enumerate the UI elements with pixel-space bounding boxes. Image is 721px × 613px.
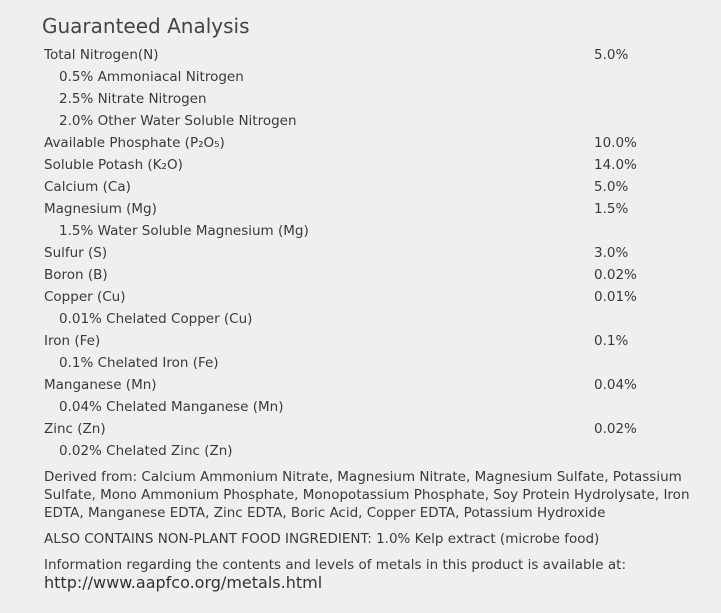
detail-label: 2.0% Other Water Soluble Nitrogen — [59, 113, 297, 129]
analysis-list: Total Nitrogen(N) 5.0% 0.5% Ammoniacal Nit… — [44, 44, 684, 462]
metals-link[interactable]: http://www.aapfco.org/metals.html — [44, 573, 323, 592]
detail-row: 0.02% Chelated Zinc (Zn) — [44, 440, 684, 462]
analysis-row: Zinc (Zn) 0.02% — [44, 418, 684, 440]
detail-label: 0.04% Chelated Manganese (Mn) — [59, 399, 284, 415]
detail-label: 0.5% Ammoniacal Nitrogen — [59, 69, 244, 85]
derived-from: Derived from: Calcium Ammonium Nitrate, … — [44, 469, 690, 521]
nutrient-label: Total Nitrogen(N) — [44, 47, 159, 63]
detail-row: 0.1% Chelated Iron (Fe) — [44, 352, 684, 374]
analysis-row: Manganese (Mn) 0.04% — [44, 374, 684, 396]
nutrient-value: 0.04% — [594, 377, 637, 393]
analysis-row: Soluble Potash (K₂O) 14.0% — [44, 154, 684, 176]
detail-label: 0.02% Chelated Zinc (Zn) — [59, 443, 233, 459]
analysis-row: Available Phosphate (P₂O₅) 10.0% — [44, 132, 684, 154]
analysis-row: Magnesium (Mg) 1.5% — [44, 198, 684, 220]
metals-info: Information regarding the contents and l… — [44, 556, 644, 593]
nutrient-label: Manganese (Mn) — [44, 377, 157, 393]
nutrient-value: 1.5% — [594, 201, 629, 217]
detail-label: 0.1% Chelated Iron (Fe) — [59, 355, 219, 371]
nutrient-label: Boron (B) — [44, 267, 108, 283]
nutrient-value: 0.1% — [594, 333, 629, 349]
nutrient-value: 5.0% — [594, 47, 629, 63]
detail-label: 2.5% Nitrate Nitrogen — [59, 91, 207, 107]
detail-row: 1.5% Water Soluble Magnesium (Mg) — [44, 220, 684, 242]
analysis-row: Total Nitrogen(N) 5.0% — [44, 44, 684, 66]
detail-label: 1.5% Water Soluble Magnesium (Mg) — [59, 223, 309, 239]
nutrient-value: 0.02% — [594, 421, 637, 437]
also-contains: ALSO CONTAINS NON-PLANT FOOD INGREDIENT:… — [44, 531, 600, 547]
analysis-row: Sulfur (S) 3.0% — [44, 242, 684, 264]
detail-row: 2.5% Nitrate Nitrogen — [44, 88, 684, 110]
nutrient-label: Iron (Fe) — [44, 333, 101, 349]
nutrient-label: Sulfur (S) — [44, 245, 108, 261]
detail-row: 2.0% Other Water Soluble Nitrogen — [44, 110, 684, 132]
nutrient-value: 14.0% — [594, 157, 637, 173]
nutrient-label: Zinc (Zn) — [44, 421, 106, 437]
nutrient-label: Available Phosphate (P₂O₅) — [44, 135, 225, 151]
analysis-row: Calcium (Ca) 5.0% — [44, 176, 684, 198]
nutrient-label: Soluble Potash (K₂O) — [44, 157, 183, 173]
nutrient-value: 5.0% — [594, 179, 629, 195]
nutrient-value: 10.0% — [594, 135, 637, 151]
nutrient-value: 3.0% — [594, 245, 629, 261]
detail-row: 0.5% Ammoniacal Nitrogen — [44, 66, 684, 88]
nutrient-label: Copper (Cu) — [44, 289, 126, 305]
info-text: Information regarding the contents and l… — [44, 557, 627, 573]
analysis-row: Iron (Fe) 0.1% — [44, 330, 684, 352]
nutrient-label: Magnesium (Mg) — [44, 201, 157, 217]
nutrient-label: Calcium (Ca) — [44, 179, 131, 195]
analysis-row: Boron (B) 0.02% — [44, 264, 684, 286]
detail-label: 0.01% Chelated Copper (Cu) — [59, 311, 253, 327]
nutrient-value: 0.01% — [594, 289, 637, 305]
detail-row: 0.04% Chelated Manganese (Mn) — [44, 396, 684, 418]
detail-row: 0.01% Chelated Copper (Cu) — [44, 308, 684, 330]
title: Guaranteed Analysis — [42, 14, 250, 38]
analysis-row: Copper (Cu) 0.01% — [44, 286, 684, 308]
nutrient-value: 0.02% — [594, 267, 637, 283]
